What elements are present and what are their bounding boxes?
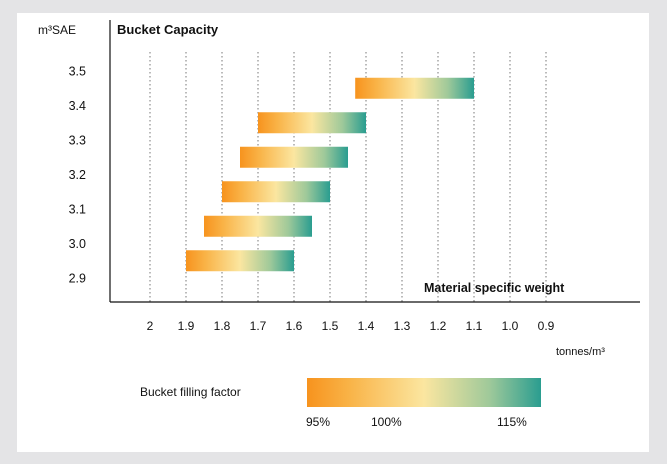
legend-label: Bucket filling factor bbox=[140, 385, 241, 399]
x-tick-label: 2 bbox=[147, 319, 154, 333]
range-bar-3.2 bbox=[222, 181, 330, 203]
x-tick-label: 1.0 bbox=[502, 319, 519, 333]
x-tick-label: 1.1 bbox=[466, 319, 483, 333]
y-tick-label: 3.5 bbox=[69, 65, 86, 79]
range-bar-3.3 bbox=[240, 146, 348, 168]
range-bar-3.0 bbox=[186, 250, 294, 272]
legend-tick-100: 100% bbox=[371, 415, 402, 429]
x-axis-title: Material specific weight bbox=[424, 281, 565, 295]
y-tick-label: 3.2 bbox=[69, 168, 86, 182]
x-tick-label: 1.4 bbox=[358, 319, 375, 333]
y-tick-label: 3.4 bbox=[69, 99, 86, 113]
x-tick-label: 1.9 bbox=[178, 319, 195, 333]
range-bar-3.5 bbox=[355, 77, 474, 99]
range-bar-3.4 bbox=[258, 112, 366, 134]
y-tick-labels: 3.5 3.4 3.3 3.2 3.1 3.0 2.9 bbox=[69, 65, 86, 286]
y-tick-label: 3.0 bbox=[69, 237, 86, 251]
legend-tick-95: 95% bbox=[306, 415, 331, 429]
x-tick-label: 1.2 bbox=[430, 319, 447, 333]
x-tick-label: 1.5 bbox=[322, 319, 339, 333]
chart-title: Bucket Capacity bbox=[117, 22, 219, 37]
x-tick-label: 1.3 bbox=[394, 319, 411, 333]
y-tick-label: 2.9 bbox=[69, 272, 86, 286]
legend-tick-115: 115% bbox=[497, 415, 527, 429]
y-tick-label: 3.3 bbox=[69, 134, 86, 148]
x-tick-label: 0.9 bbox=[538, 319, 555, 333]
x-tick-label: 1.6 bbox=[286, 319, 303, 333]
x-tick-labels: 2 1.9 1.8 1.7 1.6 1.5 1.4 1.3 1.2 1.1 1.0 0.9 bbox=[147, 319, 555, 333]
x-unit-label: tonnes/m³ bbox=[556, 346, 605, 358]
range-bar-3.1 bbox=[204, 215, 312, 237]
legend-gradient-bar bbox=[307, 378, 541, 407]
range-bars bbox=[186, 77, 474, 272]
axes bbox=[109, 20, 640, 303]
x-tick-label: 1.7 bbox=[250, 319, 267, 333]
y-tick-label: 3.1 bbox=[69, 203, 86, 217]
x-tick-label: 1.8 bbox=[214, 319, 231, 333]
y-unit-label: m³SAE bbox=[38, 23, 77, 37]
